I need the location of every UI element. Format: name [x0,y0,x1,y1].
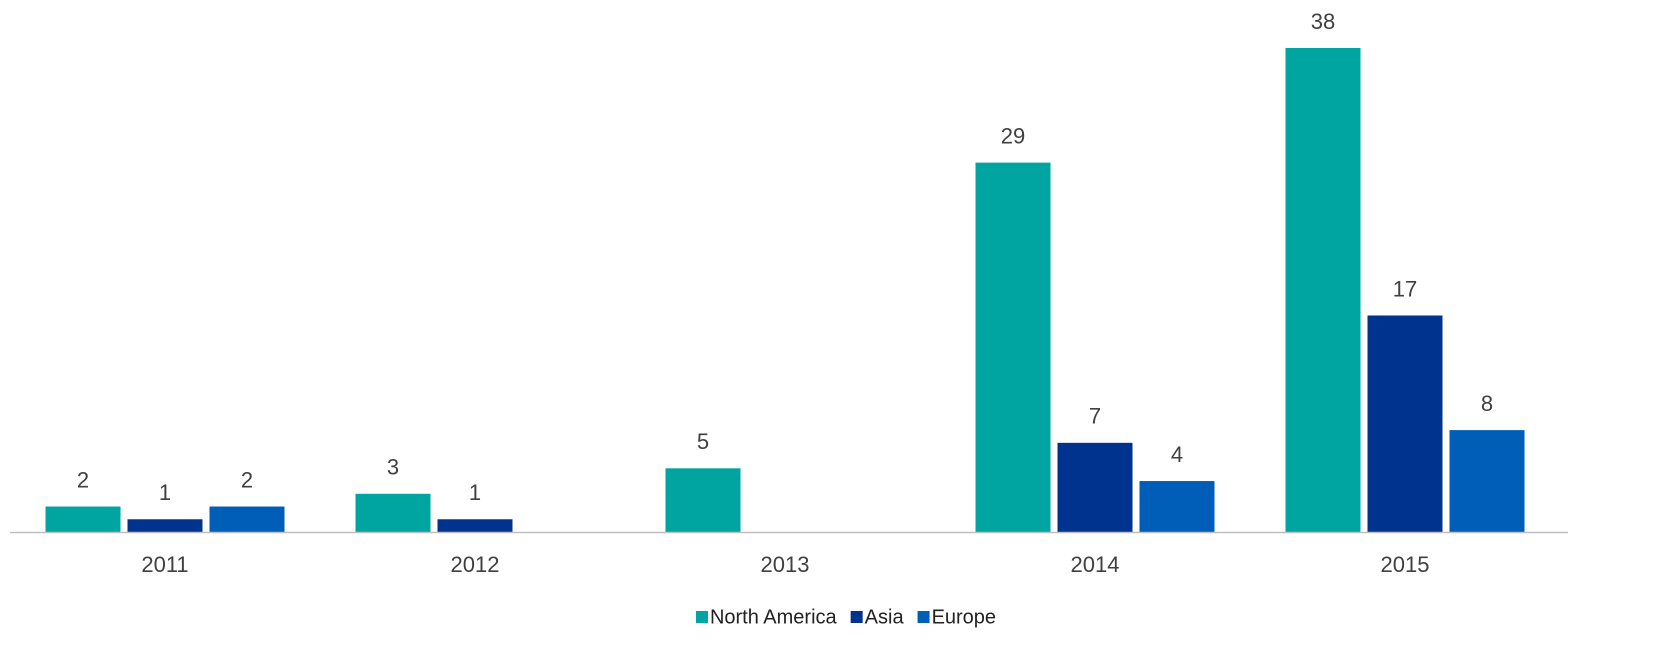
legend-label: North America [710,606,838,628]
bar [1139,481,1215,532]
bar [437,519,513,532]
bar [45,506,121,532]
bar [665,468,741,532]
data-label: 38 [1311,9,1335,34]
bar [127,519,203,532]
data-label: 3 [387,455,399,480]
bar [1057,442,1133,532]
data-label: 7 [1089,404,1101,429]
bar [975,162,1051,532]
data-label: 5 [697,429,709,454]
data-label: 2 [241,467,253,492]
data-label: 1 [469,480,481,505]
data-label: 29 [1001,123,1025,148]
x-tick-label: 2013 [761,552,810,577]
x-tick-label: 2011 [141,552,188,577]
data-label: 8 [1481,391,1493,416]
data-label: 4 [1171,442,1183,467]
bar [1285,48,1361,532]
x-tick-label: 2014 [1071,552,1120,577]
bar [355,493,431,532]
data-label: 17 [1393,276,1417,301]
data-label: 1 [159,480,171,505]
x-tick-label: 2015 [1381,552,1430,577]
legend-swatch [695,611,708,623]
legend-swatch [850,611,863,623]
data-label: 2 [77,467,89,492]
legend-swatch [917,611,930,623]
bar [1367,315,1443,532]
bar [1449,430,1525,532]
legend-label: Asia [865,606,905,628]
bar [209,506,285,532]
x-tick-label: 2012 [451,552,500,577]
legend-label: Europe [932,606,997,628]
